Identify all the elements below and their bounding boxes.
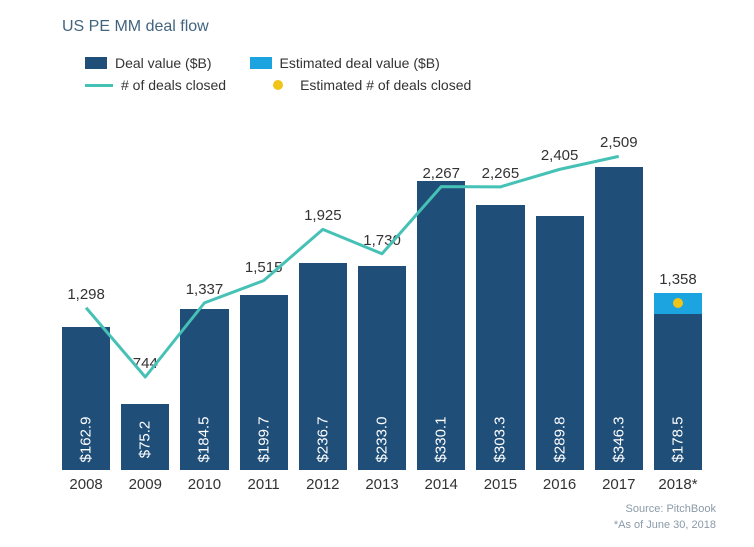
bar-slot: $330.1 2,267 <box>417 120 465 470</box>
x-tick-label: 2009 <box>121 476 169 493</box>
x-tick-label: 2015 <box>476 476 524 493</box>
legend-item-est-deals-closed: Estimated # of deals closed <box>264 77 471 93</box>
legend-item-deal-value: Deal value ($B) <box>85 55 212 71</box>
bar: $330.1 <box>417 181 465 470</box>
x-axis: 2008 2009 2010 2011 2012 2013 2014 2015 2016 2017… <box>62 476 702 493</box>
bar: $289.8 <box>536 216 584 470</box>
legend-item-est-deal-value: Estimated deal value ($B) <box>250 55 440 71</box>
bar-value-label: $75.2 <box>137 421 154 459</box>
bar-slot: $199.7 1,515 <box>240 120 288 470</box>
bar-slot: $178.5 1,358 <box>654 120 702 470</box>
deals-count-label: 1,730 <box>358 232 406 249</box>
deals-count-label: 744 <box>121 355 169 372</box>
deals-count-label: 2,509 <box>595 134 643 151</box>
deals-count-label: 1,515 <box>240 259 288 276</box>
bar-slot: $303.3 2,265 <box>476 120 524 470</box>
deals-count-label: 1,337 <box>180 281 228 298</box>
bar-slot: $236.7 1,925 <box>299 120 347 470</box>
swatch-dot-icon <box>273 80 283 90</box>
bar-estimated-segment <box>654 293 702 314</box>
deals-count-label: 2,405 <box>536 147 584 164</box>
legend-label-est-deals-closed: Estimated # of deals closed <box>300 77 471 93</box>
legend: Deal value ($B) Estimated deal value ($B… <box>85 55 509 99</box>
bar-slot: $289.8 2,405 <box>536 120 584 470</box>
swatch-deal-value <box>85 57 107 69</box>
bar-value-label: $330.1 <box>433 417 450 463</box>
bar-value-label: $236.7 <box>314 417 331 463</box>
x-tick-label: 2012 <box>299 476 347 493</box>
bar: $184.5 <box>180 309 228 470</box>
bar-value-label: $184.5 <box>196 417 213 463</box>
bar: $236.7 <box>299 263 347 470</box>
bar: $178.5 <box>654 314 702 470</box>
x-tick-label: 2016 <box>536 476 584 493</box>
bar: $162.9 <box>62 327 110 470</box>
legend-row-2: # of deals closed Estimated # of deals c… <box>85 77 509 93</box>
footer-source: Source: PitchBook <box>614 502 716 517</box>
deals-count-label: 2,265 <box>476 165 524 182</box>
bar-value-label: $346.3 <box>610 417 627 463</box>
bar: $233.0 <box>358 266 406 470</box>
x-tick-label: 2014 <box>417 476 465 493</box>
x-tick-label: 2017 <box>595 476 643 493</box>
bar: $346.3 <box>595 167 643 470</box>
legend-item-deals-closed: # of deals closed <box>85 77 226 93</box>
bar-value-label: $162.9 <box>78 417 95 463</box>
legend-label-deal-value: Deal value ($B) <box>115 55 212 71</box>
x-tick-label: 2018* <box>654 476 702 493</box>
legend-label-est-deal-value: Estimated deal value ($B) <box>280 55 440 71</box>
bar-slot: $184.5 1,337 <box>180 120 228 470</box>
deals-count-label: 1,358 <box>654 271 702 288</box>
swatch-est-deal-value <box>250 57 272 69</box>
bar-slot: $346.3 2,509 <box>595 120 643 470</box>
bar-value-label: $178.5 <box>669 417 686 463</box>
bar-value-label: $289.8 <box>551 417 568 463</box>
bar-value-label: $303.3 <box>492 417 509 463</box>
deals-count-label: 1,925 <box>299 207 347 224</box>
bar: $75.2 <box>121 404 169 470</box>
swatch-line-icon <box>85 84 113 87</box>
deals-count-label: 2,267 <box>417 165 465 182</box>
plot-area: $162.9 1,298 $75.2 744 $184.5 1,337 $199.7 1,51… <box>62 120 702 470</box>
bar-slot: $75.2 744 <box>121 120 169 470</box>
bar-value-label: $199.7 <box>255 417 272 463</box>
chart-footer: Source: PitchBook *As of June 30, 2018 <box>614 502 716 533</box>
x-tick-label: 2008 <box>62 476 110 493</box>
bar-slot: $162.9 1,298 <box>62 120 110 470</box>
chart-title: US PE MM deal flow <box>62 18 209 36</box>
legend-label-deals-closed: # of deals closed <box>121 77 226 93</box>
bar-slot: $233.0 1,730 <box>358 120 406 470</box>
x-tick-label: 2013 <box>358 476 406 493</box>
bar: $303.3 <box>476 205 524 470</box>
deals-count-label: 1,298 <box>62 286 110 303</box>
bar: $199.7 <box>240 295 288 470</box>
x-tick-label: 2010 <box>180 476 228 493</box>
bar-value-label: $233.0 <box>374 417 391 463</box>
x-tick-label: 2011 <box>240 476 288 493</box>
legend-row-1: Deal value ($B) Estimated deal value ($B… <box>85 55 509 71</box>
footer-note: *As of June 30, 2018 <box>614 518 716 533</box>
estimated-dot-icon <box>673 298 683 308</box>
bars-container: $162.9 1,298 $75.2 744 $184.5 1,337 $199.7 1,51… <box>62 120 702 470</box>
